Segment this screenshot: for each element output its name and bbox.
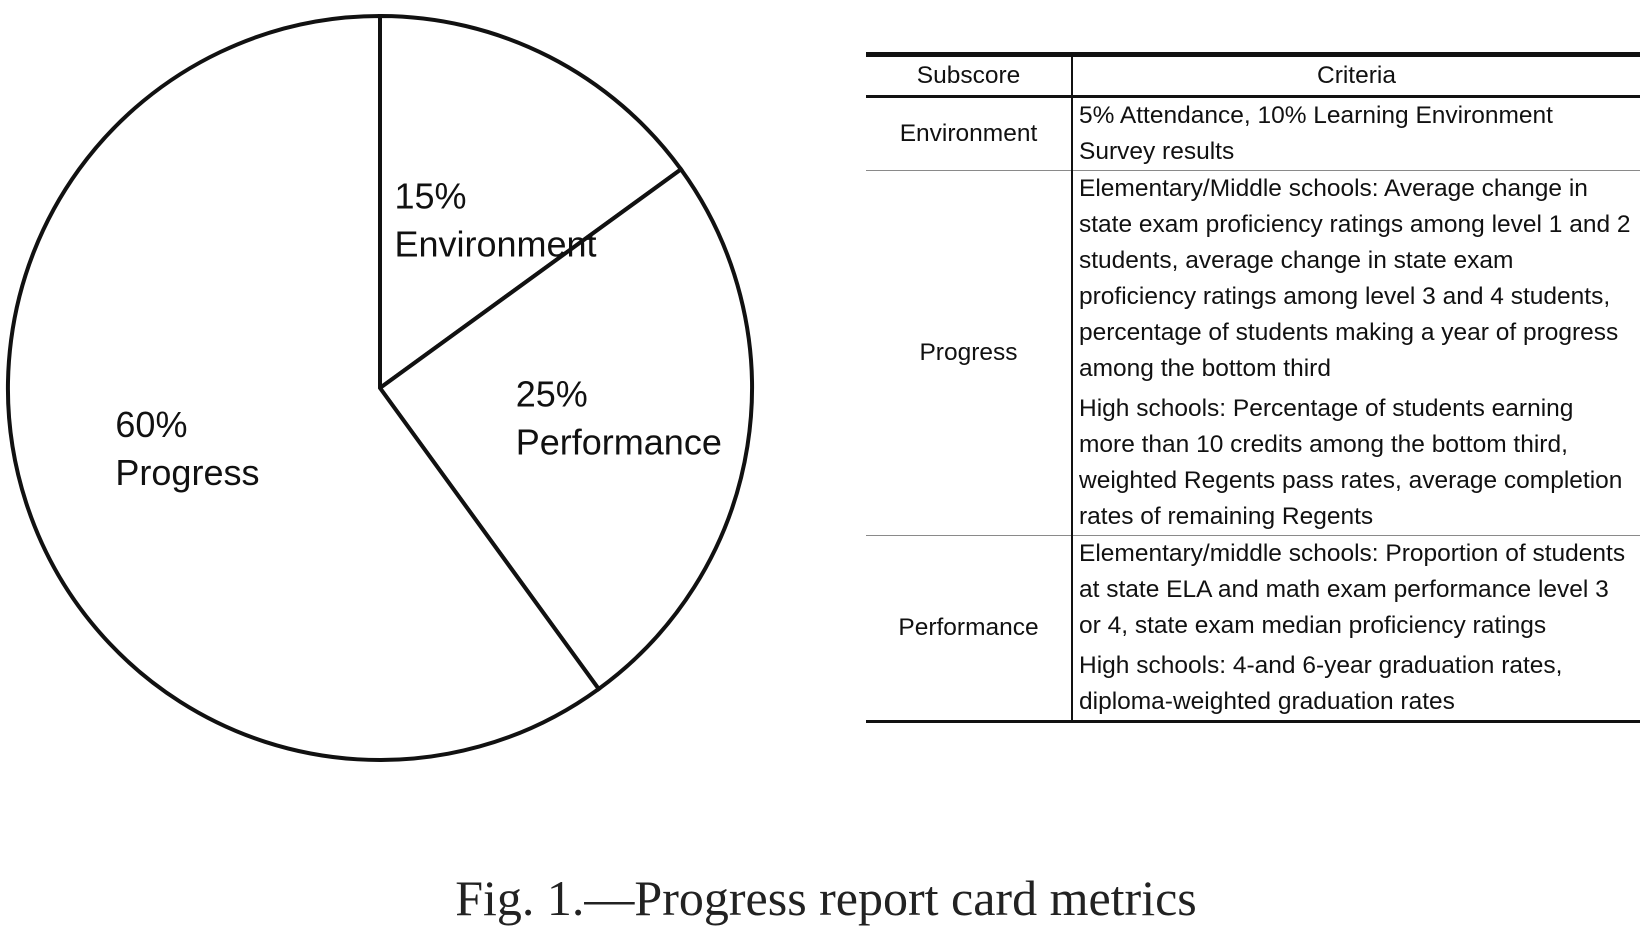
pie-chart: 15% Environment 25% Performance 60% Progress [6,13,754,762]
pie-slices [6,13,754,762]
table-row-performance: Performance Elementary/middle schools: P… [866,535,1640,723]
pie-category-label: Progress [115,452,259,493]
pie-label-environment: 15% Environment [394,175,596,264]
pie-percent-label: 60% [115,404,187,445]
pie-labels: 15% Environment 25% Performance 60% Progress [115,175,721,493]
figure-caption: Fig. 1.—Progress report card metrics [455,870,1197,926]
criteria-cell: 5% Attendance, 10% Learning Environment … [1072,96,1640,171]
table-row-progress: Progress Elementary/Middle schools: Aver… [866,170,1640,536]
pie-label-performance: 25% Performance [516,374,722,463]
pie-slice-environment [378,13,684,392]
criteria-text: High schools: Percentage of students ear… [1079,395,1623,530]
header-criteria: Criteria [1072,57,1640,98]
criteria-table: Subscore Criteria Environment 5% Attenda… [866,52,1640,723]
pie-slice-progress [6,13,602,762]
criteria-text: 5% Attendance, 10% Learning Environment … [1079,102,1553,165]
pie-label-progress: 60% Progress [115,404,259,493]
pie-slice-performance [377,166,754,692]
pie-percent-label: 25% [516,374,588,415]
table-header-row: Subscore Criteria [866,57,1640,98]
table-row-environment: Environment 5% Attendance, 10% Learning … [866,96,1640,171]
criteria-text: Elementary/middle schools: Proportion of… [1079,540,1626,639]
criteria-text: High schools: 4-and 6-year graduation ra… [1079,652,1563,715]
subscore-cell: Progress [866,170,1073,536]
criteria-text: Elementary/Middle schools: Average chang… [1079,175,1631,382]
criteria-cell: Elementary/middle schools: Proportion of… [1072,535,1640,723]
subscore-cell: Environment [866,96,1073,171]
pie-percent-label: 15% [394,175,466,216]
table-top-rule [866,52,1640,57]
header-subscore: Subscore [866,57,1073,98]
criteria-table-grid: Subscore Criteria Environment 5% Attenda… [866,57,1640,723]
pie-category-label: Environment [394,223,596,264]
criteria-cell: Elementary/Middle schools: Average chang… [1072,170,1640,536]
pie-category-label: Performance [516,422,722,463]
subscore-cell: Performance [866,535,1073,723]
